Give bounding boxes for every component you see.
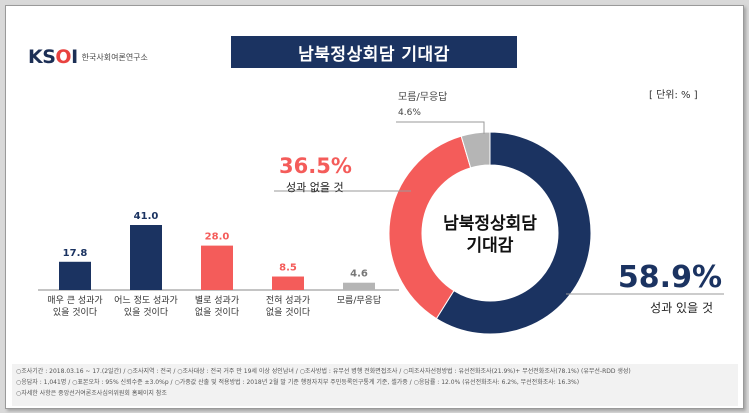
slice-label-na: 모름/무응답 [398,91,447,103]
slice-label-yes: 성과 있을 것 [650,301,713,315]
bar-category-label-2-0: 별로 성과가 [195,295,239,306]
slice-value-na: 4.6% [398,108,421,118]
slice-value-no: 36.5% [279,154,352,178]
donut-slice-1 [388,135,472,320]
survey-footnote: ○조사기간 : 2018.03.16 ~ 17.(2일간) / ○조사지역 : … [12,364,738,406]
bar-category-label-1-1: 있을 것이다 [124,306,169,318]
bar-2 [201,245,233,290]
donut-slice-2 [460,131,491,169]
donut-slice-0 [435,131,592,335]
donut-center-label-line-1: 남북정상회담 [443,214,537,234]
bar-category-label-3-0: 전혀 성과가 [266,295,310,306]
bar-category-label-1-0: 어느 정도 성과가 [114,295,178,306]
footnote-line-1: ○조사기간 : 2018.03.16 ~ 17.(2일간) / ○조사지역 : … [16,368,631,375]
bar-value-label-0: 17.8 [63,248,88,259]
bar-1 [130,225,162,290]
slice-value-yes: 58.9% [618,260,722,295]
donut-center-label-line-2: 기대감 [467,236,514,256]
logo-mark: KSOI [28,46,78,68]
bar-value-label-1: 41.0 [134,211,159,222]
ksoi-logo: KSOI 한국사회여론연구소 [28,46,148,68]
unit-label: [ 단위: % ] [649,90,698,101]
footnote-line-3: ○자세한 사항은 중앙선거여론조사심의위원회 홈페이지 참조 [16,390,167,397]
footnote-line-2: ○응답자 : 1,041명 / ○표본오차 : 95% 신뢰수준 ±3.0%p … [16,379,580,386]
bar-category-label-0-1: 있을 것이다 [53,306,98,318]
slice-label-no: 성과 없을 것 [286,181,344,194]
bar-category-label-0-0: 매우 큰 성과가 [47,295,102,306]
leader-line-na [396,121,485,134]
bar-category-label-3-1: 없을 것이다 [266,307,311,318]
bar-category-label-4-0: 모름/무응답 [337,294,381,306]
bar-4 [343,282,375,290]
bar-0 [59,261,91,290]
page-title: 남북정상회담 기대감 [231,36,517,68]
bar-category-label-2-1: 없을 것이다 [195,307,240,318]
bar-3 [272,276,304,290]
bar-value-label-4: 4.6 [350,269,368,280]
bar-value-label-2: 28.0 [205,232,230,243]
infographic-frame: KSOI 한국사회여론연구소 남북정상회담 기대감 [ 단위: % ] 17.8… [5,5,744,409]
logo-text: 한국사회여론연구소 [81,52,148,62]
bar-value-label-3: 8.5 [279,263,297,274]
